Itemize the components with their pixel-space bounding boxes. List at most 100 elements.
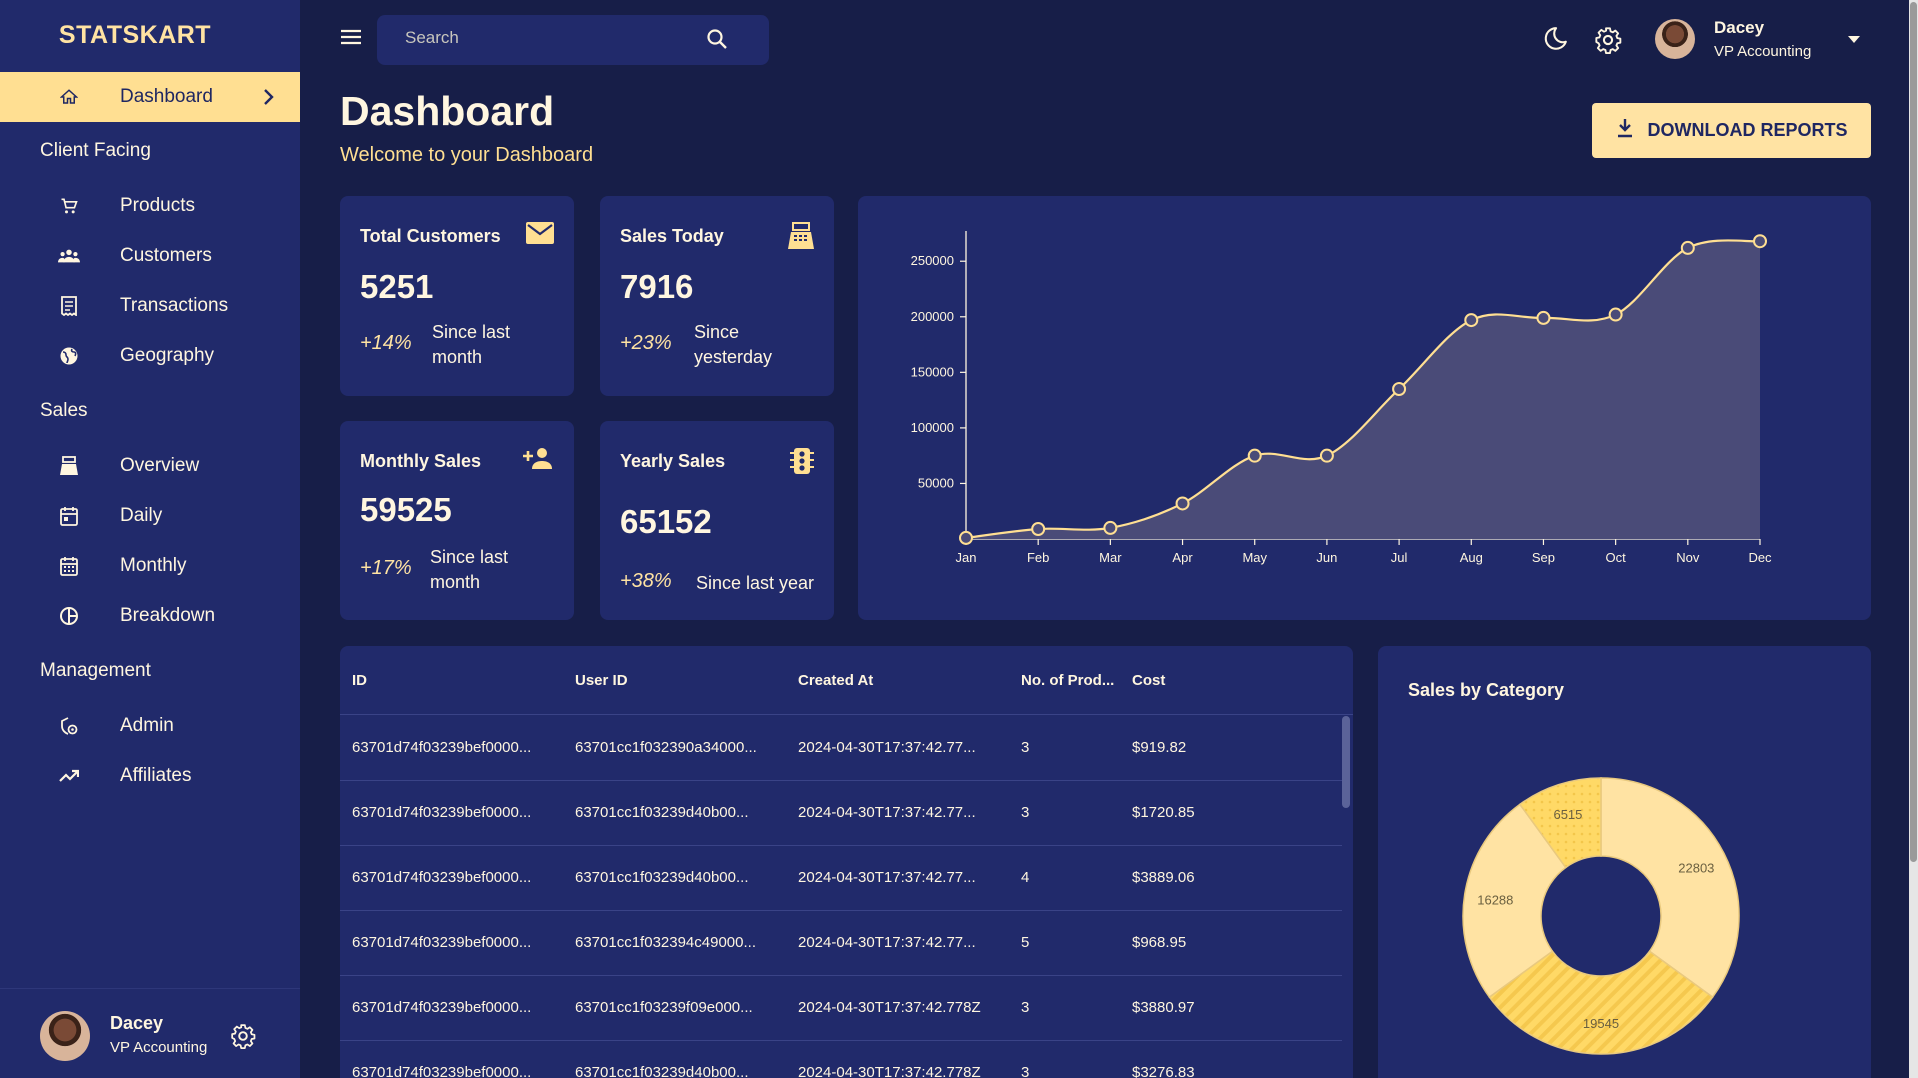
user-name[interactable]: Dacey	[1714, 18, 1765, 37]
cell-user-id: 63701cc1f03239d40b00...	[575, 1064, 749, 1078]
user-name: Dacey	[110, 1013, 164, 1033]
column-header-products[interactable]: No. of Prod...	[1021, 672, 1115, 689]
x-tick-label: Oct	[1606, 550, 1627, 565]
data-point	[1608, 307, 1623, 322]
cell-created-at: 2024-04-30T17:37:42.77...	[798, 869, 976, 886]
sidebar-item-label: Customers	[120, 245, 212, 266]
sidebar-item-overview[interactable]: Overview	[0, 441, 300, 491]
download-reports-button[interactable]: DOWNLOAD REPORTS	[1592, 103, 1871, 158]
pie-slice[interactable]	[1488, 950, 1714, 1055]
sales-by-category-card: Sales by Category 22803 19545 16288 6515	[1378, 646, 1871, 1078]
pie-slice[interactable]	[1518, 777, 1602, 869]
avatar[interactable]	[1655, 19, 1695, 59]
x-tick-label: Jan	[956, 550, 977, 565]
settings-icon[interactable]	[1594, 26, 1622, 59]
cell-user-id: 63701cc1f032394c49000...	[575, 934, 756, 951]
traffic-icon	[790, 447, 814, 480]
sidebar-item-breakdown[interactable]: Breakdown	[0, 591, 300, 641]
sidebar-item-label: Affiliates	[120, 765, 192, 786]
point-of-sale-icon	[58, 455, 80, 477]
table-scrollbar[interactable]	[1342, 716, 1350, 808]
cell-products: 3	[1021, 1064, 1030, 1078]
sidebar-item-label: Breakdown	[120, 605, 216, 626]
sales-line-chart: 50000 100000 150000 200000 250000 Jan Feb Mar Ap…	[858, 196, 1871, 620]
download-icon	[1616, 118, 1634, 143]
sidebar-item-label: Monthly	[120, 555, 187, 576]
cell-created-at: 2024-04-30T17:37:42.77...	[798, 804, 976, 821]
cell-cost: $1720.85	[1132, 804, 1195, 821]
menu-icon[interactable]	[340, 28, 362, 51]
cell-id: 63701d74f03239bef0000...	[352, 804, 532, 821]
cell-id: 63701d74f03239bef0000...	[352, 999, 532, 1016]
sidebar-item-products[interactable]: Products	[0, 181, 300, 231]
calendar-today-icon	[58, 505, 80, 527]
pie-slice[interactable]	[1462, 803, 1567, 999]
sidebar-item-daily[interactable]: Daily	[0, 491, 300, 541]
section-management: Management	[40, 660, 151, 681]
pie-slice[interactable]	[1600, 777, 1740, 999]
cell-user-id: 63701cc1f03239d40b00...	[575, 869, 749, 886]
y-tick-label: 50000	[918, 475, 954, 490]
calendar-month-icon	[58, 555, 80, 577]
table-row[interactable]: 63701d74f03239bef0000... 63701cc1f032394c…	[340, 911, 1342, 976]
sidebar-item-customers[interactable]: Customers	[0, 231, 300, 281]
table-row[interactable]: 63701d74f03239bef0000... 63701cc1f032390a…	[340, 716, 1342, 781]
stat-value: 7916	[620, 268, 694, 305]
brand-logo[interactable]: STATSKART	[58, 20, 212, 49]
sidebar-item-dashboard[interactable]: Dashboard	[0, 72, 300, 122]
x-tick-label: May	[1242, 550, 1267, 565]
search-icon[interactable]	[706, 28, 728, 55]
section-client-facing: Client Facing	[40, 140, 151, 161]
column-header-user-id[interactable]: User ID	[575, 672, 628, 689]
table-row[interactable]: 63701d74f03239bef0000... 63701cc1f03239d4…	[340, 1041, 1342, 1078]
cell-products: 4	[1021, 869, 1030, 886]
stat-description: Since yesterday	[694, 322, 773, 367]
data-point	[1392, 382, 1407, 396]
table-row[interactable]: 63701d74f03239bef0000... 63701cc1f03239d4…	[340, 846, 1342, 911]
column-header-created-at[interactable]: Created At	[798, 672, 874, 689]
user-role: VP Accounting	[110, 1039, 208, 1056]
cell-created-at: 2024-04-30T17:37:42.778Z	[798, 1064, 981, 1078]
data-point	[959, 530, 973, 545]
page-subtitle: Welcome to your Dashboard	[340, 144, 594, 166]
stat-title: Monthly Sales	[360, 451, 482, 471]
sidebar-item-monthly[interactable]: Monthly	[0, 541, 300, 591]
x-tick-label: Apr	[1172, 550, 1193, 565]
column-header-cost[interactable]: Cost	[1132, 672, 1166, 689]
x-tick-label: Nov	[1676, 550, 1700, 565]
cell-user-id: 63701cc1f032390a34000...	[575, 739, 757, 756]
stat-percent: +38%	[620, 570, 672, 592]
cell-created-at: 2024-04-30T17:37:42.77...	[798, 739, 976, 756]
table-row[interactable]: 63701d74f03239bef0000... 63701cc1f03239d4…	[340, 781, 1342, 846]
home-icon	[58, 86, 80, 108]
sidebar-item-geography[interactable]: Geography	[0, 331, 300, 381]
data-point	[1753, 234, 1767, 249]
slice-label: 19545	[1583, 1016, 1619, 1031]
section-sales: Sales	[40, 400, 88, 421]
dropdown-caret-icon[interactable]	[1848, 36, 1860, 43]
sidebar-item-label: Admin	[120, 715, 174, 736]
donut-chart-svg: 22803 19545 16288 6515	[1462, 777, 1740, 1055]
sidebar-item-affiliates[interactable]: Affiliates	[0, 751, 300, 801]
sidebar-item-transactions[interactable]: Transactions	[0, 281, 300, 331]
page-title: Dashboard	[340, 88, 555, 134]
x-tick-label: Jun	[1316, 550, 1337, 565]
sidebar-item-admin[interactable]: Admin	[0, 701, 300, 751]
chevron-right-icon	[262, 87, 276, 113]
column-header-id[interactable]: ID	[352, 672, 367, 689]
gear-icon[interactable]	[230, 1023, 256, 1054]
y-tick-label: 100000	[911, 420, 954, 435]
stat-value: 65152	[620, 503, 712, 540]
stat-card-monthly-sales: Monthly Sales 59525 +17% Since last mont…	[340, 421, 574, 620]
slice-label: 16288	[1477, 892, 1513, 907]
search-input[interactable]	[405, 28, 705, 48]
cell-id: 63701d74f03239bef0000...	[352, 934, 532, 951]
stat-description: Since last month	[430, 547, 509, 592]
trending-up-icon	[58, 765, 80, 787]
dark-mode-icon[interactable]	[1542, 26, 1568, 57]
page-scrollbar[interactable]	[1909, 0, 1918, 1078]
sidebar-item-label: Products	[120, 195, 195, 216]
chart-title: Sales by Category	[1408, 680, 1565, 700]
stat-card-total-customers: Total Customers 5251 +14% Since last mon…	[340, 196, 574, 396]
table-row[interactable]: 63701d74f03239bef0000... 63701cc1f03239f0…	[340, 976, 1342, 1041]
